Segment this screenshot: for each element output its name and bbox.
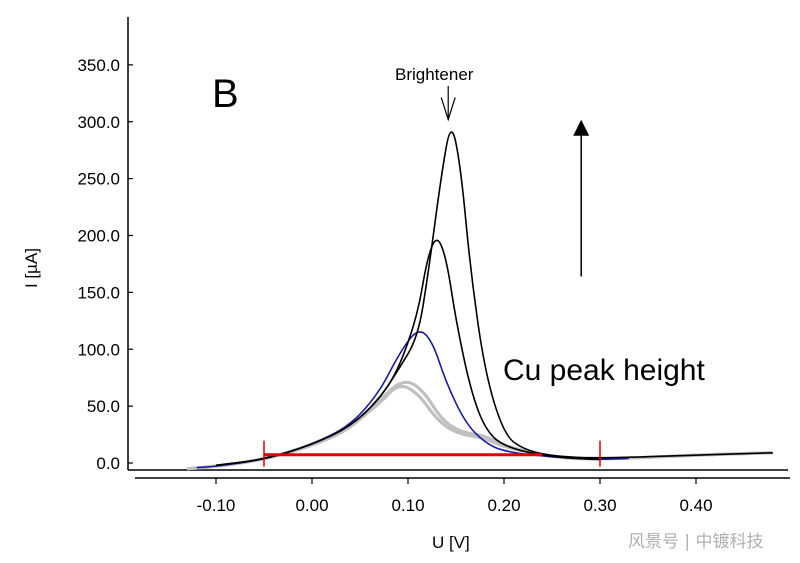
y-tick-label: 200.0: [77, 227, 120, 246]
brightener-arrow-icon: [440, 86, 456, 122]
y-tick-label: 150.0: [77, 283, 120, 302]
y-tick-label: 100.0: [77, 340, 120, 359]
x-tick-label: 0.00: [295, 496, 328, 515]
x-tick-label: 0.40: [679, 496, 712, 515]
watermark: 风景号 | 中镀科技: [628, 532, 764, 552]
series-layer: [187, 131, 773, 471]
cu-peak-arrow-icon: [573, 119, 590, 277]
y-tick-label: 300.0: [77, 113, 120, 132]
y-tick-label: 50.0: [87, 397, 120, 416]
x-tick-label: 0.20: [487, 496, 520, 515]
x-ticks: -0.10 0.00 0.10 0.20 0.30 0.40: [197, 478, 713, 515]
cu-arrow-head: [573, 119, 590, 136]
brightener-annotation: Brightener: [395, 65, 474, 84]
y-tick-label: 0.0: [96, 454, 120, 473]
x-axis-title: U [V]: [432, 533, 470, 552]
y-ticks: 0.0 50.0 100.0 150.0 200.0 250.0 300.0 350.0: [77, 56, 133, 473]
x-tick-label: -0.10: [197, 496, 236, 515]
brightener-arrow-head: [440, 97, 456, 122]
series-line-3: [196, 331, 629, 469]
x-tick-label: 0.10: [391, 496, 424, 515]
cu-peak-height-annotation: Cu peak height: [503, 354, 705, 387]
series-line-5: [215, 131, 773, 467]
x-tick-label: 0.30: [583, 496, 616, 515]
y-tick-label: 350.0: [77, 56, 120, 75]
y-axis-title: I [µA]: [22, 248, 41, 288]
panel-label: B: [212, 72, 239, 116]
y-tick-label: 250.0: [77, 170, 120, 189]
baseline-layer: [263, 440, 601, 467]
